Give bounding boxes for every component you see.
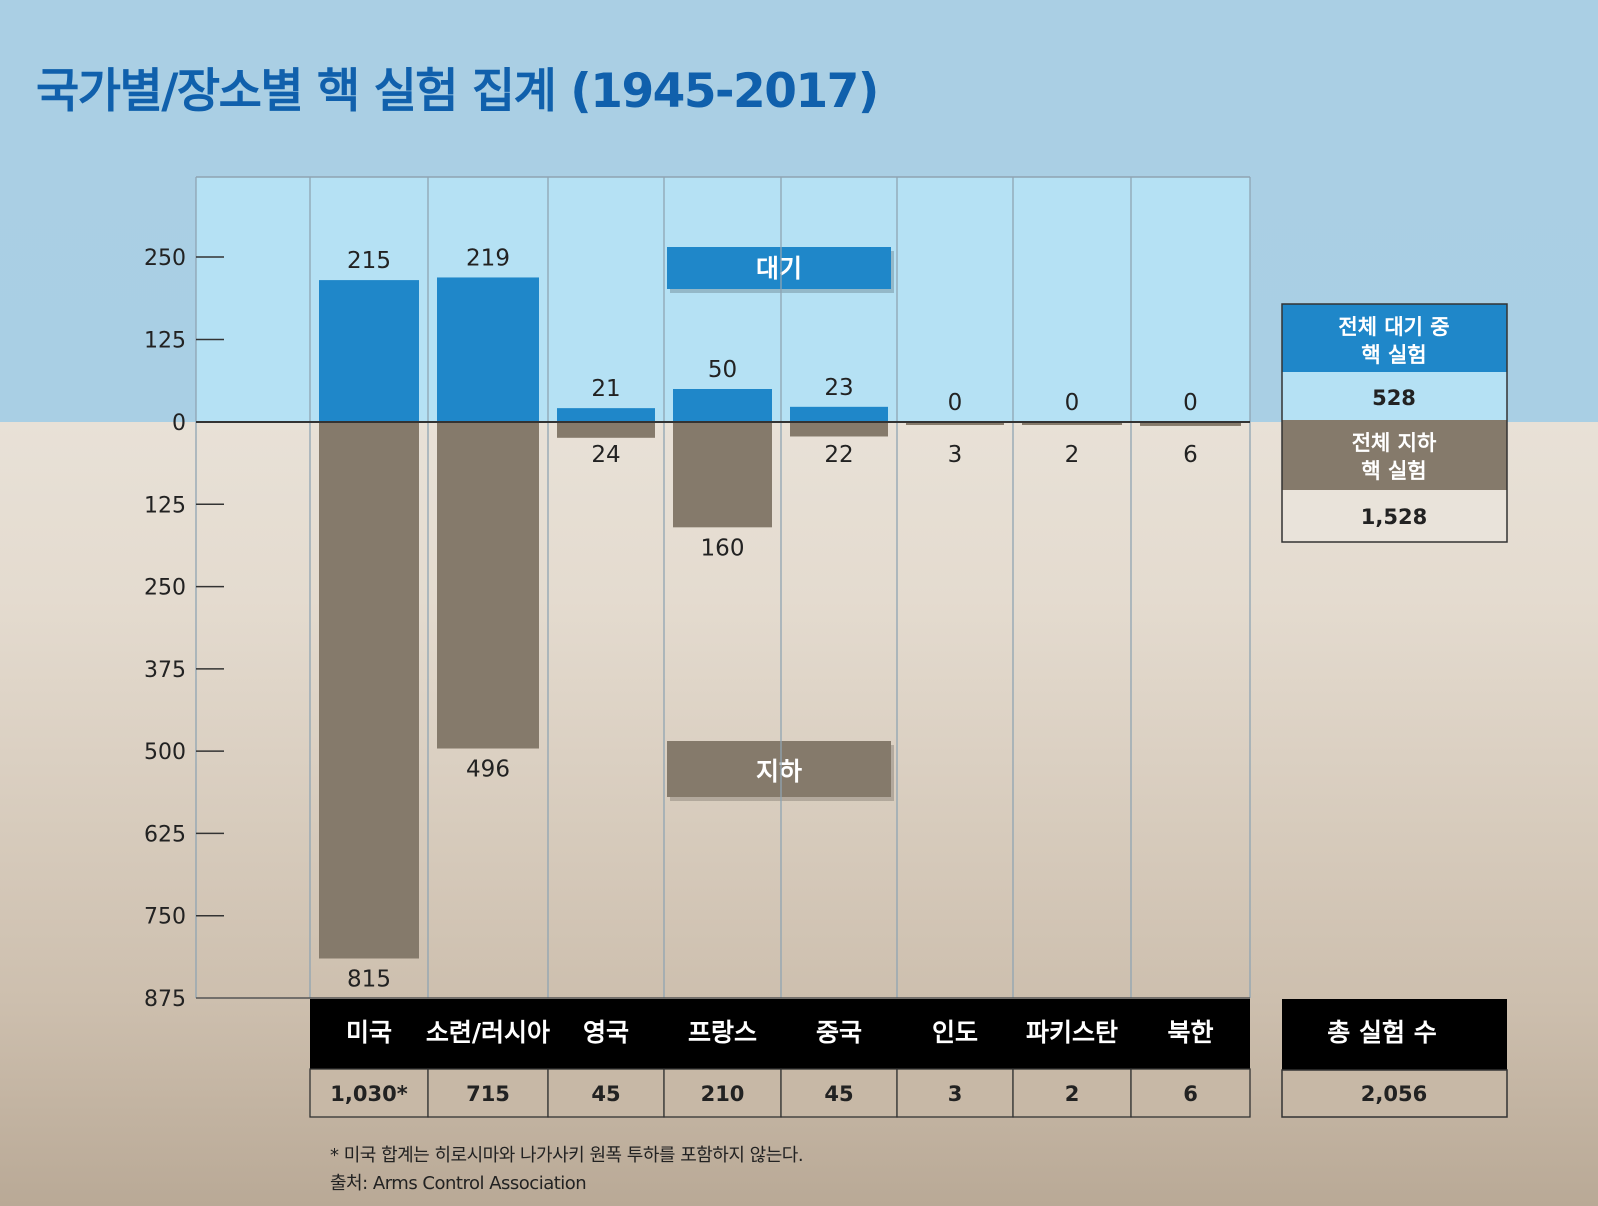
total-label-2: 45	[591, 1082, 620, 1106]
y-tick-label-down-3: 500	[144, 740, 186, 765]
summary-box: 전체 대기 중 핵 실험 528 전체 지하 핵 실험 1,528 총 실험 수…	[1281, 303, 1508, 1118]
total-label-7: 6	[1183, 1082, 1198, 1106]
summary-under-label-2: 핵 실험	[1361, 459, 1426, 483]
value-label-atmospheric-5: 0	[948, 390, 963, 416]
y-tick-label-down-2: 375	[144, 658, 186, 683]
total-cell-4	[780, 1068, 898, 1118]
bar-atmospheric-0	[319, 280, 419, 422]
total-label-6: 2	[1065, 1082, 1080, 1106]
legend-under-box	[667, 741, 891, 797]
bar-underground-0	[319, 422, 419, 959]
y-tick-label-up-2: 0	[172, 411, 186, 436]
country-label-2: 영국	[583, 1018, 629, 1047]
summary-atmo-value: 528	[1372, 386, 1416, 410]
y-tick-label-down-5: 750	[144, 905, 186, 930]
value-label-atmospheric-0: 215	[347, 248, 391, 274]
total-cell-2	[547, 1068, 665, 1118]
summary-atmo-label-2: 핵 실험	[1361, 343, 1426, 367]
value-label-underground-7: 6	[1183, 442, 1198, 468]
total-label-3: 210	[701, 1082, 745, 1106]
value-label-atmospheric-4: 23	[824, 375, 853, 401]
y-tick-label-up-1: 125	[144, 329, 186, 354]
source: 출처: Arms Control Association	[330, 1173, 587, 1194]
bar-underground-2	[557, 422, 655, 438]
y-tick-label-down-4: 625	[144, 822, 186, 847]
total-label: 총 실험 수	[1327, 1018, 1436, 1047]
country-label-5: 인도	[932, 1018, 978, 1047]
value-label-atmospheric-3: 50	[708, 357, 737, 383]
page-title: 국가별/장소별 핵 실험 집계 (1945-2017)	[36, 64, 879, 119]
total-value-box	[1281, 1069, 1508, 1118]
total-value: 2,056	[1361, 1082, 1427, 1106]
y-tick-label-down-0: 125	[144, 493, 186, 518]
total-cell-7	[1130, 1068, 1251, 1118]
bar-atmospheric-4	[790, 406, 888, 422]
value-label-underground-6: 2	[1065, 442, 1080, 468]
total-label-1: 715	[466, 1082, 510, 1106]
summary-under-value: 1,528	[1361, 505, 1427, 529]
bar-underground-3	[673, 422, 772, 528]
y-tick-label-down-6: 875	[144, 987, 186, 1012]
value-label-atmospheric-7: 0	[1183, 390, 1198, 416]
total-label-0: 1,030*	[330, 1082, 407, 1106]
country-header-bar	[310, 999, 1250, 1069]
y-tick-label-up-0: 250	[144, 246, 186, 271]
bar-atmospheric-1	[437, 277, 539, 422]
bar-underground-4	[790, 422, 888, 437]
bar-underground-1	[437, 422, 539, 749]
value-label-underground-0: 815	[347, 967, 391, 993]
value-label-underground-5: 3	[948, 442, 963, 468]
notes: * 미국 합계는 히로시마와 나가사키 원폭 투하를 포함하지 않는다. 출처:…	[330, 1142, 804, 1198]
y-tick-label-down-1: 250	[144, 576, 186, 601]
value-label-underground-4: 22	[824, 442, 853, 468]
legend-under-label: 지하	[756, 757, 802, 786]
total-label-5: 3	[948, 1082, 963, 1106]
summary-atmo-label-1: 전체 대기 중	[1338, 315, 1449, 339]
bar-atmospheric-2	[557, 408, 655, 422]
total-cell-0	[309, 1068, 429, 1118]
legend-atmo-label: 대기	[756, 254, 802, 283]
value-label-atmospheric-1: 219	[466, 245, 510, 271]
value-label-underground-1: 496	[466, 757, 510, 783]
summary-under-header	[1282, 420, 1507, 490]
summary-under-value-box	[1282, 490, 1507, 542]
bar-atmospheric-3	[673, 389, 772, 422]
bar-underground-7	[1140, 422, 1241, 426]
summary-atmo-header	[1282, 304, 1507, 372]
value-label-underground-2: 24	[591, 442, 620, 468]
footnote: * 미국 합계는 히로시마와 나가사키 원폭 투하를 포함하지 않는다.	[330, 1145, 804, 1166]
value-label-atmospheric-2: 21	[591, 376, 620, 402]
value-label-underground-3: 160	[701, 535, 745, 561]
country-label-3: 프랑스	[688, 1018, 757, 1047]
total-label-4: 45	[824, 1082, 853, 1106]
summary-under-label-1: 전체 지하	[1352, 431, 1437, 455]
summary-atmo-value-box	[1282, 372, 1507, 420]
summary-outline	[1281, 303, 1508, 543]
country-label-4: 중국	[816, 1018, 862, 1047]
bar-underground-6	[1022, 422, 1122, 425]
country-label-7: 북한	[1167, 1018, 1213, 1047]
total-cell-3	[663, 1068, 782, 1118]
total-cell-1	[427, 1068, 549, 1118]
country-label-1: 소련/러시아	[426, 1018, 550, 1047]
country-label-6: 파키스탄	[1026, 1018, 1118, 1047]
bar-underground-5	[906, 422, 1004, 425]
legend-atmo-box	[667, 247, 891, 289]
value-label-atmospheric-6: 0	[1065, 390, 1080, 416]
country-label-0: 미국	[346, 1018, 392, 1047]
total-header	[1282, 999, 1507, 1070]
